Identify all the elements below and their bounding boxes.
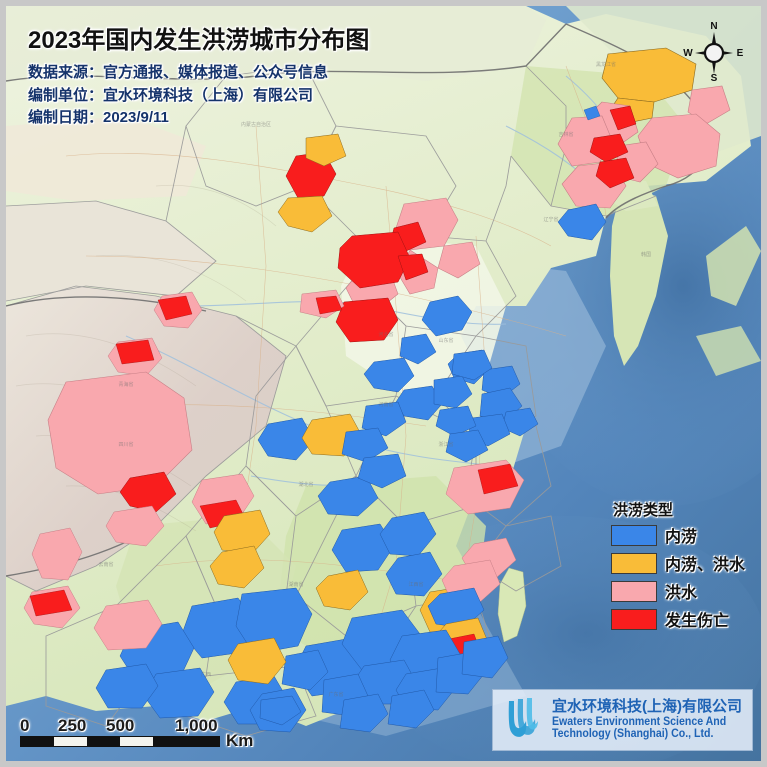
company-name-en-line1: Ewaters Environment Science And [552,715,727,728]
legend: 洪涝类型 内涝 内涝、洪水 洪水 发生伤亡 [603,495,755,641]
svg-text:湖北省: 湖北省 [298,481,313,488]
svg-text:内蒙古自治区: 内蒙古自治区 [241,121,271,128]
svg-text:浙江省: 浙江省 [438,441,453,448]
svg-text:吉林省: 吉林省 [558,131,573,138]
subtitle-data-source: 数据来源：官方通报、媒体报道、公众号信息 [28,64,329,81]
legend-swatch-casualties [610,608,657,630]
company-name-block: 宜水环境科技(上海)有限公司 Ewaters Environment Scien… [552,697,742,742]
compass-east-label: E [737,48,744,59]
page-title: 2023年国内发生洪涝城市分布图 [28,27,370,54]
compass-north-label: N [710,21,717,32]
compass-west-label: W [683,48,693,59]
legend-swatch-waterlogging-flood [610,552,657,574]
legend-swatch-flood [610,580,657,602]
compass-south-label: S [711,73,718,84]
compass-rose: N S W E [683,18,745,84]
legend-label-flood: 洪水 [664,585,697,602]
legend-label-waterlogging-flood: 内涝、洪水 [664,557,745,574]
svg-text:黑龙江省: 黑龙江省 [596,61,616,68]
subtitle-date: 编制日期：2023/9/11 [28,109,169,126]
scale-tick-0: 0 [20,716,30,735]
subtitle-compiler: 编制单位：宜水环境科技（上海）有限公司 [28,86,314,104]
legend-title: 洪涝类型 [612,502,673,519]
company-logo-box: 宜水环境科技(上海)有限公司 Ewaters Environment Scien… [492,689,753,751]
scale-bar: 0 250 500 1,000 Km [20,715,253,750]
svg-text:韩国: 韩国 [641,251,651,258]
svg-text:辽宁省: 辽宁省 [543,216,558,223]
scale-tick-250: 250 [58,716,87,735]
water-drop-logo-icon [508,698,538,737]
map-canvas[interactable]: 内蒙古自治区 河北省 山东省 河南省 湖北省 湖南省 江西省 浙江省 广东省 广… [6,6,761,761]
scale-unit-label: Km [226,731,254,750]
scale-seg-5 [153,737,186,746]
svg-text:广东省: 广东省 [328,691,343,698]
legend-item-flood[interactable]: 洪水 [610,579,745,603]
svg-text:河南省: 河南省 [378,401,393,408]
scale-tick-labels: 0 250 500 1,000 [20,715,245,736]
svg-text:四川省: 四川省 [118,441,133,448]
company-name-en-line2: Technology (Shanghai) Co., Ltd. [552,728,714,741]
legend-item-waterlogging[interactable]: 内涝 [610,523,745,547]
compass-icon: N S W E [683,21,744,84]
svg-text:广西: 广西 [201,671,211,678]
basemap-svg: 内蒙古自治区 河北省 山东省 河南省 湖北省 湖南省 江西省 浙江省 广东省 广… [6,6,761,761]
scale-seg-6 [186,737,219,746]
scale-seg-3 [87,737,120,746]
svg-text:云南省: 云南省 [98,561,113,568]
legend-label-casualties: 发生伤亡 [664,613,729,630]
svg-text:山东省: 山东省 [438,337,453,344]
scale-tick-500: 500 [106,716,135,735]
legend-swatch-waterlogging [610,524,657,546]
svg-text:青海省: 青海省 [118,381,133,388]
scale-seg-1 [21,737,54,746]
company-name-cn: 宜水环境科技(上海)有限公司 [552,697,742,715]
svg-text:河北省: 河北省 [378,331,393,338]
legend-label-waterlogging: 内涝 [664,529,697,546]
scale-bar-graphic [20,736,220,747]
scale-seg-4 [120,737,153,746]
scale-seg-2 [54,737,87,746]
title-block: 2023年国内发生洪涝城市分布图 数据来源：官方通报、媒体报道、公众号信息 编制… [28,20,369,130]
legend-item-casualties[interactable]: 发生伤亡 [610,607,745,631]
svg-text:江西省: 江西省 [408,581,423,588]
scale-tick-1000: 1,000 [175,716,218,735]
svg-text:湖南省: 湖南省 [288,581,303,588]
legend-item-waterlogging-flood[interactable]: 内涝、洪水 [610,551,745,575]
